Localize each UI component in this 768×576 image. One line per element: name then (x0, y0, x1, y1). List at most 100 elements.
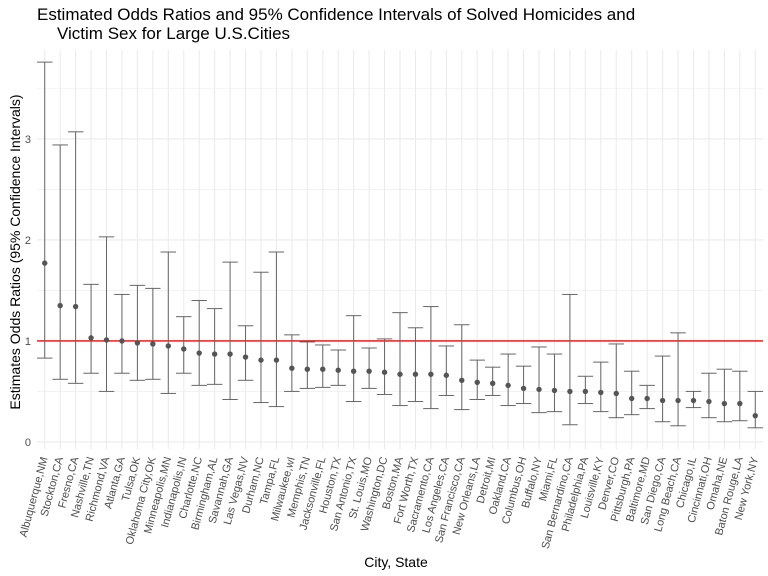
errorbar (593, 361, 609, 413)
errorbar (83, 283, 99, 374)
chart-title-line-1: Estimated Odds Ratios and 95% Confidence… (37, 5, 635, 24)
estimate-point (412, 371, 419, 377)
errorbar (608, 343, 624, 419)
estimate-point (88, 335, 94, 341)
errorbar (454, 324, 470, 411)
estimate-point (181, 346, 187, 352)
errorbar (623, 370, 640, 416)
errorbar (299, 341, 316, 389)
errorbar (253, 271, 269, 404)
estimate-point (258, 357, 264, 363)
estimate-point (150, 341, 156, 347)
estimate-point (752, 412, 758, 419)
estimate-point (428, 371, 434, 377)
estimate-point (42, 260, 48, 266)
estimate-point (474, 379, 480, 386)
errorbar (284, 334, 300, 392)
estimate-point (57, 302, 63, 309)
estimate-point (273, 357, 280, 363)
errorbar (423, 306, 439, 410)
estimate-point (644, 395, 650, 402)
estimate-point (536, 386, 542, 393)
errorbar (67, 131, 84, 384)
x-axis-title: City, State (364, 554, 428, 570)
estimate-point (737, 400, 743, 407)
estimate-point (211, 351, 218, 357)
errorbar (206, 308, 223, 385)
estimate-point (350, 368, 357, 374)
y-tick-label: 3 (25, 134, 31, 146)
errorbar (376, 338, 393, 395)
estimate-point (690, 397, 697, 404)
errorbar (407, 327, 424, 403)
errorbar (546, 353, 563, 413)
errorbar (345, 315, 362, 403)
estimate-point (227, 351, 233, 357)
estimate-point (443, 372, 450, 378)
errorbar (732, 370, 748, 422)
estimate-point (397, 371, 403, 377)
estimate-point (366, 368, 372, 374)
errorbar (701, 372, 717, 419)
estimate-point (582, 388, 589, 395)
chart-title-line-2: Victim Sex for Large U.S.Cities (57, 24, 290, 43)
errorbar (160, 251, 177, 394)
estimate-point (119, 338, 125, 344)
estimate-point (489, 380, 496, 387)
errorbar (438, 345, 455, 396)
errorbar (237, 325, 254, 381)
errorbar (716, 368, 733, 423)
y-axis-ticks: 0 1 2 3 (25, 134, 31, 449)
estimate-point (335, 367, 341, 373)
estimate-point (242, 354, 249, 360)
errorbar (222, 261, 238, 401)
y-tick-label: 2 (25, 235, 31, 247)
errorbar (515, 365, 532, 405)
estimate-point (613, 390, 619, 397)
estimate-point (675, 397, 681, 404)
estimate-point (706, 398, 712, 405)
errorbar (129, 284, 146, 381)
errorbar (52, 144, 68, 380)
errorbar (500, 353, 516, 407)
estimate-point (721, 400, 728, 407)
errorbar (747, 390, 763, 429)
points (42, 260, 758, 419)
errorbar (654, 355, 671, 423)
estimate-point (551, 387, 558, 394)
estimate-point (320, 366, 326, 372)
estimate-point (659, 397, 666, 404)
errorbar (670, 332, 686, 427)
estimate-point (103, 337, 110, 343)
errorbar (315, 344, 331, 388)
errorbar (361, 347, 377, 389)
errorbar (191, 300, 207, 386)
estimate-point (505, 382, 511, 389)
errorbar (114, 293, 130, 374)
estimate-point (520, 385, 527, 392)
estimate-point (459, 377, 465, 384)
errorbar (531, 346, 547, 414)
estimate-point (72, 303, 79, 310)
estimate-point (598, 389, 604, 396)
estimate-point (629, 395, 635, 402)
estimate-point (165, 343, 171, 349)
y-tick-label: 1 (25, 336, 31, 348)
estimate-point (289, 365, 295, 371)
estimate-point (134, 340, 141, 346)
errorbar (98, 236, 115, 392)
errorbar (268, 251, 285, 408)
estimate-point (196, 350, 202, 356)
errorbar (562, 293, 578, 426)
y-tick-label: 0 (25, 437, 31, 449)
estimate-point (381, 369, 388, 375)
errorbar (176, 316, 192, 374)
y-axis-title: Estimates Odds Ratios (95% Confidence In… (7, 94, 23, 409)
errorbar (37, 61, 53, 359)
estimate-point (567, 388, 573, 395)
errorbar (145, 287, 161, 380)
estimate-point (304, 366, 311, 372)
errorbar (392, 312, 408, 407)
